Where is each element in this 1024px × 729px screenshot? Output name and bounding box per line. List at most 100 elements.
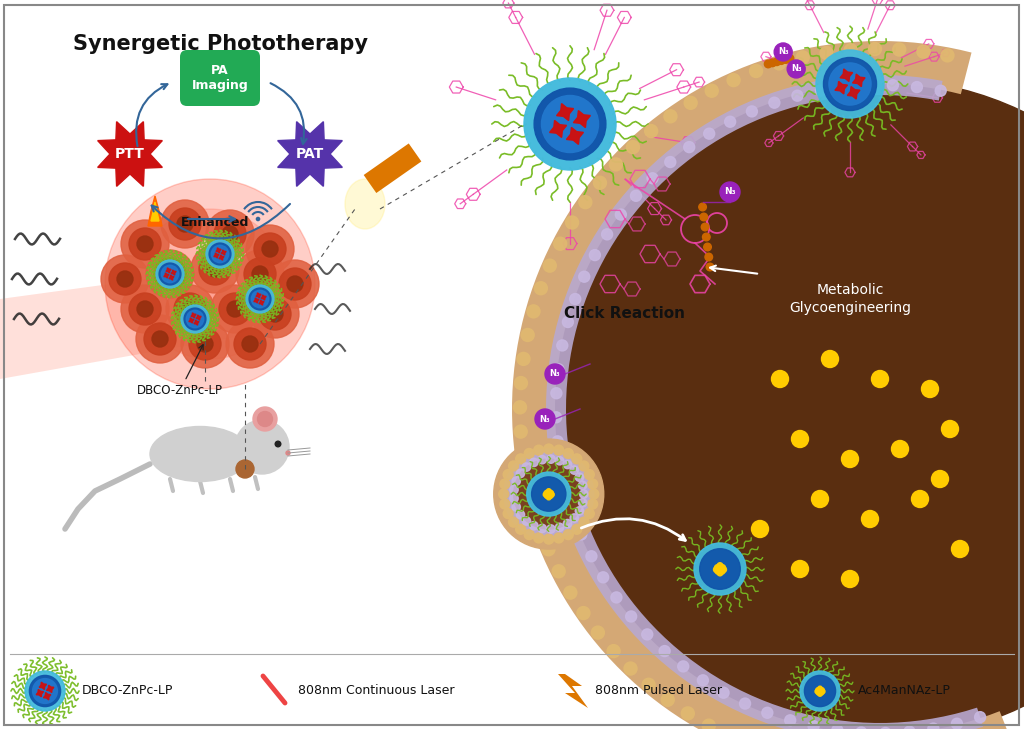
Circle shape (701, 223, 709, 231)
Circle shape (499, 489, 509, 499)
Circle shape (516, 454, 525, 464)
Polygon shape (566, 128, 584, 144)
Circle shape (534, 533, 544, 543)
Circle shape (516, 469, 524, 477)
Circle shape (514, 377, 527, 389)
Circle shape (842, 571, 858, 588)
Circle shape (665, 157, 676, 168)
Circle shape (585, 509, 594, 518)
Circle shape (154, 258, 186, 290)
Circle shape (500, 499, 510, 509)
Circle shape (169, 208, 201, 240)
Circle shape (888, 79, 898, 90)
Circle shape (588, 479, 598, 489)
Circle shape (544, 534, 554, 544)
Circle shape (181, 320, 229, 368)
Circle shape (516, 510, 524, 519)
Polygon shape (148, 196, 162, 226)
Circle shape (580, 490, 588, 498)
Text: 808nm Pulsed Laser: 808nm Pulsed Laser (595, 685, 722, 698)
Circle shape (800, 671, 840, 711)
Polygon shape (256, 293, 261, 298)
Polygon shape (216, 248, 221, 253)
Circle shape (222, 226, 238, 242)
Circle shape (818, 686, 822, 690)
Circle shape (575, 529, 587, 540)
Circle shape (542, 543, 555, 555)
Circle shape (570, 514, 579, 522)
Circle shape (562, 316, 573, 327)
Circle shape (252, 266, 268, 282)
Circle shape (792, 90, 803, 101)
Polygon shape (196, 315, 201, 320)
Circle shape (191, 245, 239, 293)
Circle shape (136, 315, 184, 363)
Circle shape (815, 85, 826, 96)
Circle shape (206, 210, 254, 258)
Circle shape (922, 381, 939, 397)
Circle shape (211, 285, 259, 333)
Circle shape (510, 486, 518, 494)
Circle shape (271, 260, 319, 308)
Circle shape (681, 707, 694, 720)
Circle shape (662, 693, 674, 706)
Ellipse shape (150, 426, 250, 481)
Circle shape (703, 243, 712, 251)
Text: Click Reaction: Click Reaction (564, 306, 685, 321)
Circle shape (941, 49, 954, 62)
Circle shape (516, 449, 529, 462)
Circle shape (251, 290, 268, 308)
Circle shape (797, 51, 809, 64)
Circle shape (868, 42, 882, 55)
Circle shape (752, 521, 768, 537)
Circle shape (146, 250, 194, 298)
Circle shape (121, 285, 169, 333)
Circle shape (570, 466, 579, 475)
Polygon shape (151, 202, 159, 221)
Polygon shape (166, 268, 171, 273)
Circle shape (105, 179, 315, 389)
Text: N₃: N₃ (778, 47, 788, 56)
Circle shape (777, 57, 785, 64)
Circle shape (510, 494, 518, 502)
Circle shape (607, 644, 621, 658)
Circle shape (527, 305, 540, 318)
Text: N₃: N₃ (724, 187, 736, 197)
Circle shape (256, 217, 260, 221)
Circle shape (892, 440, 908, 458)
Text: DBCO-ZnPc-LP: DBCO-ZnPc-LP (82, 685, 173, 698)
Polygon shape (188, 318, 194, 323)
Circle shape (257, 411, 272, 426)
Circle shape (645, 125, 657, 138)
Text: PAT: PAT (296, 147, 325, 161)
Polygon shape (190, 313, 196, 318)
Circle shape (554, 445, 564, 455)
Polygon shape (43, 693, 51, 700)
Circle shape (563, 460, 571, 469)
Circle shape (771, 370, 788, 388)
Circle shape (129, 293, 161, 325)
Circle shape (911, 82, 923, 93)
Circle shape (781, 55, 790, 63)
Circle shape (242, 336, 258, 352)
Circle shape (935, 85, 946, 96)
Circle shape (792, 561, 809, 577)
Polygon shape (835, 82, 848, 94)
Circle shape (226, 320, 274, 368)
Text: Enhanced: Enhanced (181, 216, 249, 228)
Circle shape (820, 47, 834, 60)
Circle shape (159, 263, 181, 285)
Circle shape (787, 60, 805, 78)
Polygon shape (558, 674, 588, 708)
Circle shape (121, 220, 169, 268)
Polygon shape (573, 111, 591, 128)
Circle shape (774, 43, 793, 61)
Circle shape (214, 218, 246, 250)
Circle shape (207, 261, 223, 277)
Circle shape (579, 461, 589, 471)
Circle shape (871, 370, 889, 388)
Circle shape (784, 715, 796, 726)
Circle shape (522, 517, 530, 525)
Circle shape (535, 281, 548, 295)
Polygon shape (840, 69, 853, 82)
